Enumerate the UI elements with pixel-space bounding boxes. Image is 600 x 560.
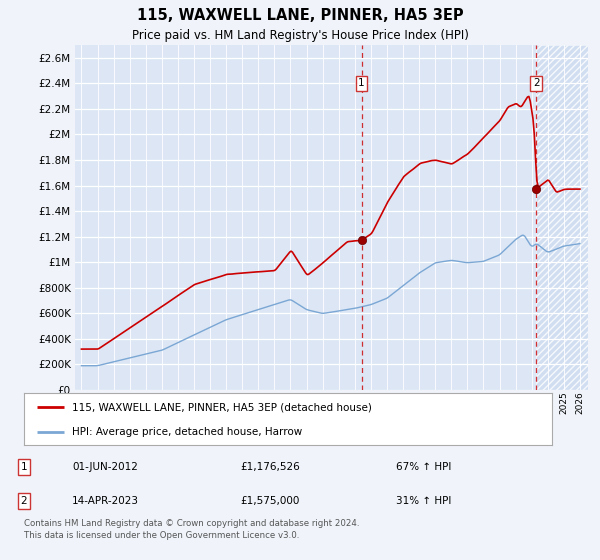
Text: 115, WAXWELL LANE, PINNER, HA5 3EP (detached house): 115, WAXWELL LANE, PINNER, HA5 3EP (deta… bbox=[71, 403, 371, 413]
Text: Price paid vs. HM Land Registry's House Price Index (HPI): Price paid vs. HM Land Registry's House … bbox=[131, 29, 469, 41]
Text: Contains HM Land Registry data © Crown copyright and database right 2024.
This d: Contains HM Land Registry data © Crown c… bbox=[24, 519, 359, 540]
Text: 115, WAXWELL LANE, PINNER, HA5 3EP: 115, WAXWELL LANE, PINNER, HA5 3EP bbox=[137, 8, 463, 24]
Text: 1: 1 bbox=[358, 78, 365, 88]
Text: £1,176,526: £1,176,526 bbox=[240, 462, 300, 472]
Text: £1,575,000: £1,575,000 bbox=[240, 496, 299, 506]
Bar bbox=[536, 45, 588, 390]
Text: HPI: Average price, detached house, Harrow: HPI: Average price, detached house, Harr… bbox=[71, 427, 302, 437]
Text: 1: 1 bbox=[20, 462, 28, 472]
Bar bbox=[536, 45, 588, 390]
Text: 2: 2 bbox=[20, 496, 28, 506]
Text: 01-JUN-2012: 01-JUN-2012 bbox=[72, 462, 138, 472]
Text: 2: 2 bbox=[533, 78, 539, 88]
Text: 14-APR-2023: 14-APR-2023 bbox=[72, 496, 139, 506]
Text: 67% ↑ HPI: 67% ↑ HPI bbox=[396, 462, 451, 472]
Text: 31% ↑ HPI: 31% ↑ HPI bbox=[396, 496, 451, 506]
